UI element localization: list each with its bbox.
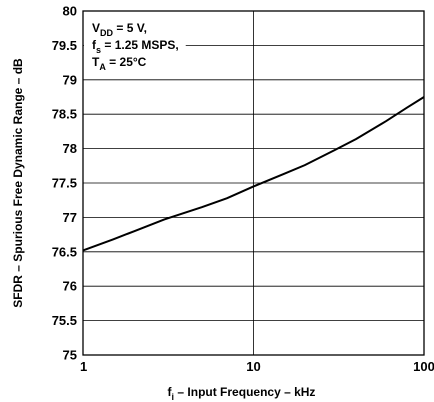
- annotation-subscript: s: [96, 45, 101, 55]
- y-tick-label: 75.5: [52, 313, 77, 328]
- annotation-subscript: DD: [100, 28, 113, 38]
- annotation-background: [84, 12, 186, 77]
- annotation-symbol: f: [92, 38, 97, 52]
- series-line: [82, 96, 425, 252]
- y-tick-label: 75: [63, 348, 77, 363]
- annotation-value: = 1.25 MSPS,: [101, 38, 179, 52]
- annotation-line: VDD = 5 V,: [92, 21, 147, 38]
- series-layer: [82, 96, 425, 252]
- y-tick-label: 76: [63, 279, 77, 294]
- annotation-value: = 25°C: [106, 55, 147, 69]
- x-axis-label: fi – Input Frequency – kHz: [168, 385, 316, 402]
- x-tick-label: 100: [413, 359, 434, 374]
- x-axis-label-main: f: [168, 385, 173, 399]
- annotation-line: TA = 25°C: [92, 55, 147, 72]
- annotation-line: fs = 1.25 MSPS,: [92, 38, 179, 55]
- y-tick-labels: 75 75.5 76 76.5 77 77.5 78 78.5 79 79.5 80: [52, 4, 77, 363]
- y-tick-label: 77: [63, 210, 77, 225]
- x-tick-label: 10: [246, 359, 260, 374]
- y-axis-label: SFDR – Spurious Free Dynamic Range – dB: [11, 58, 25, 308]
- annotation-symbol: V: [92, 21, 100, 35]
- y-tick-label: 80: [63, 4, 77, 19]
- y-tick-label: 77.5: [52, 176, 77, 191]
- y-tick-label: 78.5: [52, 107, 77, 122]
- plot-frame: [82, 10, 425, 356]
- x-tick-label: 1: [80, 359, 87, 374]
- x-tick-labels: 1 10 100: [80, 359, 434, 374]
- x-axis-label-sub: i: [172, 392, 175, 402]
- y-tick-label: 79.5: [52, 38, 77, 53]
- x-axis-label-rest: – Input Frequency – kHz: [174, 385, 315, 399]
- annotation-value: = 5 V,: [113, 21, 147, 35]
- y-tick-label: 79: [63, 72, 77, 87]
- annotation-subscript: A: [99, 62, 106, 72]
- y-tick-label: 78: [63, 141, 77, 156]
- y-tick-label: 76.5: [52, 244, 77, 259]
- annotation-symbol: T: [92, 55, 100, 69]
- conditions-annotation: VDD = 5 V,fs = 1.25 MSPS,TA = 25°C: [92, 21, 179, 72]
